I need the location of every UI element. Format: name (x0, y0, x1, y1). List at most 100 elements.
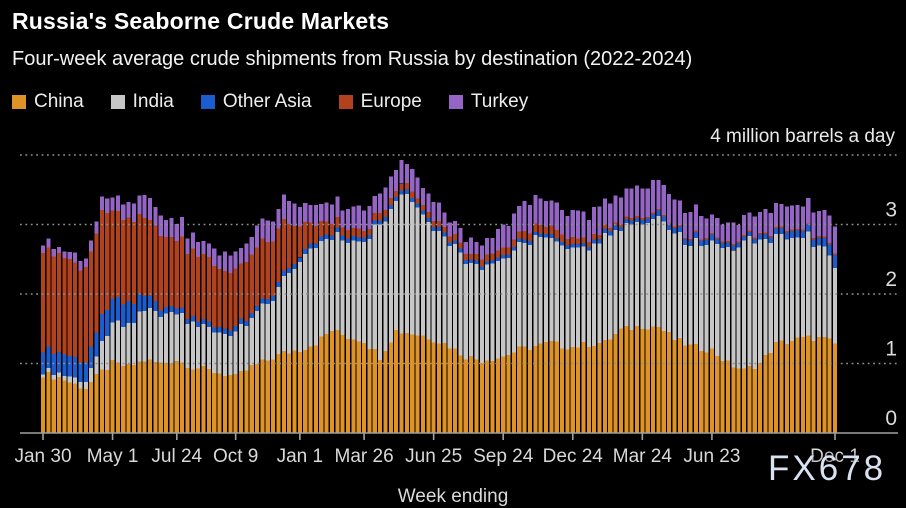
bar-segment-europe (495, 250, 500, 258)
bar-segment-other-asia (308, 243, 313, 249)
bar-segment-turkey (297, 207, 302, 227)
bar-segment-europe (335, 217, 340, 228)
bar-segment-europe (570, 237, 575, 245)
bar-segment-india (394, 201, 399, 331)
bar-segment-europe (83, 266, 88, 363)
bar-segment-india (271, 301, 276, 360)
bar-segment-europe (169, 237, 174, 307)
bar-segment-europe (715, 237, 720, 239)
bar-segment-china (768, 353, 773, 433)
bar-segment-india (222, 333, 227, 377)
bar-segment-europe (378, 213, 383, 221)
bar-segment-india (816, 245, 821, 338)
bar-segment-turkey (233, 251, 238, 269)
bar-segment-india (447, 246, 452, 349)
bar-segment-india (661, 221, 666, 332)
bar-segment-other-asia (688, 240, 693, 246)
bar-segment-china (410, 334, 415, 433)
bar-segment-india (806, 231, 811, 336)
bar-segment-china (313, 345, 318, 433)
bar-segment-other-asia (115, 296, 120, 321)
bar-segment-turkey (800, 206, 805, 230)
bar-segment-turkey (276, 209, 281, 229)
bar-segment-china (667, 332, 672, 433)
bar-segment-china (447, 348, 452, 433)
bar-segment-india (731, 250, 736, 368)
bar-segment-india (40, 374, 46, 378)
x-tick-label: Jan 30 (14, 446, 71, 467)
bar-segment-other-asia (228, 330, 233, 337)
bar-segment-india (410, 202, 415, 335)
bar-segment-other-asia (629, 220, 634, 225)
bar-segment-turkey (442, 212, 447, 228)
bar-segment-europe (592, 234, 597, 240)
bar-segment-turkey (667, 194, 672, 224)
bar-segment-china (586, 346, 591, 433)
bar-segment-turkey (608, 203, 613, 229)
bar-segment-india (485, 264, 490, 361)
bar-segment-china (324, 333, 329, 433)
bar-segment-china (458, 355, 463, 433)
x-tick-label: May 1 (87, 446, 139, 467)
bar-segment-china (212, 373, 217, 433)
bar-segment-india (576, 247, 581, 348)
bar-segment-europe (485, 254, 490, 262)
bar-segment-turkey (238, 248, 244, 264)
bar-segment-other-asia (420, 210, 425, 215)
bar-segment-other-asia (362, 237, 367, 242)
bar-segment-india (164, 313, 169, 363)
bar-segment-turkey (469, 237, 474, 254)
bar-segment-turkey (206, 243, 211, 258)
bar-segment-turkey (554, 202, 559, 230)
bar-segment-turkey (126, 201, 131, 218)
bar-segment-europe (51, 256, 56, 354)
bar-segment-europe (164, 236, 169, 308)
bar-segment-other-asia (292, 263, 297, 269)
x-tick-label: Mar 26 (335, 446, 394, 467)
bar-segment-china (238, 371, 244, 433)
bar-segment-europe (126, 217, 131, 302)
bar-segment-turkey (415, 177, 420, 199)
bar-segment-india (511, 250, 516, 353)
legend-swatch-icon (448, 95, 463, 109)
bar-segment-india (99, 341, 104, 370)
bar-segment-europe (747, 230, 752, 232)
bar-segment-turkey (335, 196, 340, 218)
bar-segment-india (147, 308, 153, 360)
bar-segment-other-asia (731, 245, 736, 251)
bar-segment-china (538, 343, 543, 433)
bar-segment-europe (62, 257, 67, 355)
bar-segment-other-asia (613, 225, 618, 231)
bar-segment-other-asia (83, 362, 88, 382)
bar-segment-china (335, 329, 340, 433)
bar-segment-turkey (597, 206, 602, 236)
bar-segment-china (271, 359, 276, 433)
bar-segment-other-asia (784, 232, 789, 240)
bar-segment-india (538, 237, 543, 344)
bar-segment-europe (506, 247, 511, 255)
bar-segment-turkey (319, 204, 324, 222)
legend-item-europe: Europe (338, 91, 422, 113)
bar-segment-india (517, 241, 522, 347)
bar-segment-turkey (255, 225, 260, 248)
bar-segment-other-asia (811, 239, 816, 247)
bar-segment-india (677, 232, 682, 339)
bar-segment-other-asia (436, 227, 442, 231)
bar-segment-turkey (672, 199, 677, 227)
bar-segment-turkey (592, 207, 597, 235)
bar-segment-turkey (292, 203, 297, 227)
bar-segment-europe (217, 268, 222, 328)
bar-segment-india (287, 273, 292, 354)
bar-segment-other-asia (683, 239, 688, 245)
bar-segment-india (592, 243, 597, 346)
bar-segment-turkey (180, 217, 185, 237)
bar-segment-other-asia (597, 239, 602, 244)
bar-segment-china (73, 383, 78, 433)
bar-segment-europe (560, 234, 565, 242)
bar-segment-china (436, 343, 442, 433)
bar-segment-turkey (426, 193, 431, 213)
bar-segment-india (94, 356, 99, 374)
bar-segment-china (800, 336, 805, 433)
bar-segment-turkey (260, 218, 265, 239)
bar-segment-europe (752, 237, 757, 240)
